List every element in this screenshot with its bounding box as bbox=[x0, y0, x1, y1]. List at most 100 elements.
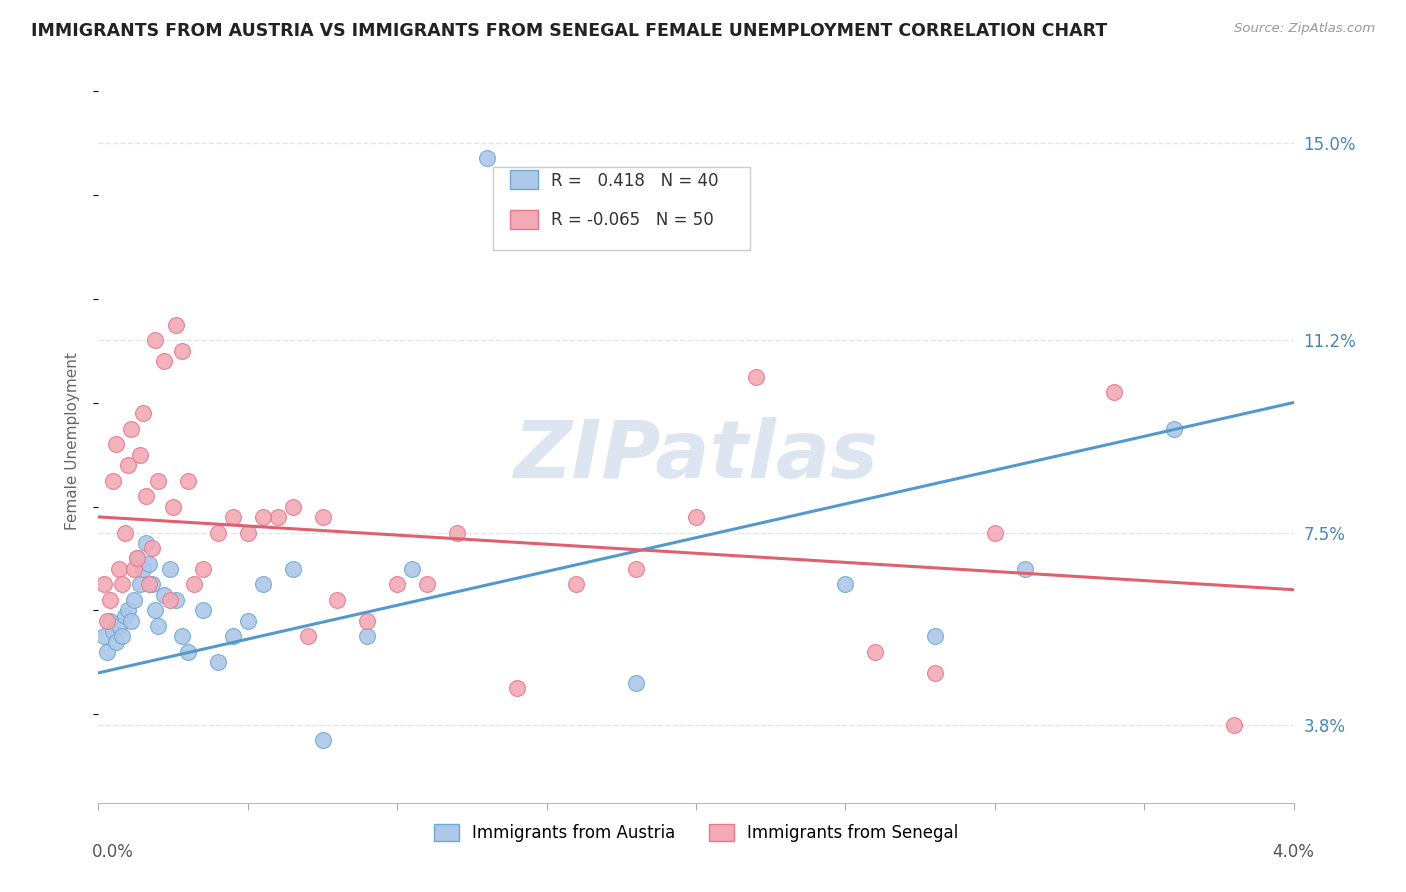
Point bbox=[172, 343, 194, 358]
Point bbox=[117, 458, 139, 472]
Point bbox=[172, 630, 194, 644]
Point bbox=[159, 562, 181, 576]
Point bbox=[129, 577, 152, 591]
Point bbox=[148, 619, 170, 633]
Point bbox=[108, 619, 131, 633]
Point bbox=[326, 593, 349, 607]
Point bbox=[162, 500, 184, 514]
Text: R = -0.065   N = 50: R = -0.065 N = 50 bbox=[551, 211, 714, 228]
FancyBboxPatch shape bbox=[509, 170, 538, 189]
FancyBboxPatch shape bbox=[509, 211, 538, 229]
Point bbox=[111, 577, 134, 591]
Point bbox=[267, 509, 290, 524]
Point bbox=[475, 151, 498, 165]
Point bbox=[105, 437, 128, 451]
Point bbox=[103, 474, 125, 488]
Point bbox=[129, 448, 152, 462]
Point bbox=[141, 577, 163, 591]
Point bbox=[108, 562, 131, 576]
Point bbox=[127, 551, 149, 566]
Text: ZIPatlas: ZIPatlas bbox=[513, 417, 879, 495]
Point bbox=[311, 509, 333, 524]
Point bbox=[120, 614, 142, 628]
Point bbox=[1104, 385, 1126, 400]
Point bbox=[446, 525, 468, 540]
Point bbox=[103, 624, 125, 639]
Point bbox=[143, 333, 166, 347]
Point bbox=[183, 577, 205, 591]
Point bbox=[135, 536, 157, 550]
Point bbox=[124, 562, 146, 576]
Point bbox=[124, 593, 146, 607]
Point bbox=[984, 525, 1007, 540]
Point bbox=[138, 557, 160, 571]
Point bbox=[135, 489, 157, 503]
Point bbox=[165, 318, 187, 332]
Point bbox=[356, 614, 378, 628]
Point bbox=[1163, 421, 1185, 435]
Point bbox=[207, 656, 229, 670]
Point bbox=[1014, 562, 1036, 576]
Point bbox=[165, 593, 187, 607]
Point bbox=[138, 577, 160, 591]
Point bbox=[565, 577, 588, 591]
Text: Source: ZipAtlas.com: Source: ZipAtlas.com bbox=[1234, 22, 1375, 36]
Point bbox=[93, 577, 115, 591]
Point bbox=[207, 525, 229, 540]
Point bbox=[834, 577, 856, 591]
Point bbox=[626, 676, 648, 690]
Point bbox=[132, 406, 155, 420]
Point bbox=[924, 665, 946, 680]
Legend: Immigrants from Austria, Immigrants from Senegal: Immigrants from Austria, Immigrants from… bbox=[427, 817, 965, 848]
Point bbox=[132, 562, 155, 576]
Point bbox=[191, 562, 214, 576]
Point bbox=[105, 634, 128, 648]
Point bbox=[685, 509, 707, 524]
Point bbox=[924, 630, 946, 644]
Point bbox=[177, 474, 200, 488]
Point bbox=[222, 630, 245, 644]
Point bbox=[281, 562, 304, 576]
Point bbox=[297, 630, 319, 644]
Point bbox=[416, 577, 439, 591]
Point bbox=[191, 603, 214, 617]
Point bbox=[236, 614, 259, 628]
Y-axis label: Female Unemployment: Female Unemployment bbox=[65, 352, 80, 531]
Point bbox=[159, 593, 181, 607]
Point bbox=[385, 577, 409, 591]
Point bbox=[143, 603, 166, 617]
Point bbox=[127, 551, 149, 566]
Point bbox=[745, 369, 768, 384]
Point bbox=[114, 608, 136, 623]
Text: 0.0%: 0.0% bbox=[91, 843, 134, 861]
Text: IMMIGRANTS FROM AUSTRIA VS IMMIGRANTS FROM SENEGAL FEMALE UNEMPLOYMENT CORRELATI: IMMIGRANTS FROM AUSTRIA VS IMMIGRANTS FR… bbox=[31, 22, 1107, 40]
Point bbox=[96, 645, 118, 659]
Point bbox=[311, 733, 333, 747]
Point bbox=[1223, 718, 1246, 732]
Point bbox=[506, 681, 529, 696]
Point bbox=[281, 500, 304, 514]
Point bbox=[252, 577, 274, 591]
Text: 4.0%: 4.0% bbox=[1272, 843, 1315, 861]
Point bbox=[550, 187, 572, 202]
Point bbox=[114, 525, 136, 540]
Point bbox=[356, 630, 378, 644]
Point bbox=[222, 509, 245, 524]
Point bbox=[401, 562, 423, 576]
Point bbox=[153, 354, 176, 368]
Point bbox=[98, 593, 122, 607]
Point bbox=[111, 630, 134, 644]
Point bbox=[148, 474, 170, 488]
Point bbox=[865, 645, 887, 659]
Text: R =   0.418   N = 40: R = 0.418 N = 40 bbox=[551, 172, 718, 190]
Point bbox=[626, 562, 648, 576]
Point bbox=[96, 614, 118, 628]
Point bbox=[98, 614, 122, 628]
Point bbox=[117, 603, 139, 617]
FancyBboxPatch shape bbox=[494, 167, 749, 250]
Point bbox=[93, 630, 115, 644]
Point bbox=[141, 541, 163, 555]
Point bbox=[177, 645, 200, 659]
Point bbox=[153, 588, 176, 602]
Point bbox=[120, 421, 142, 435]
